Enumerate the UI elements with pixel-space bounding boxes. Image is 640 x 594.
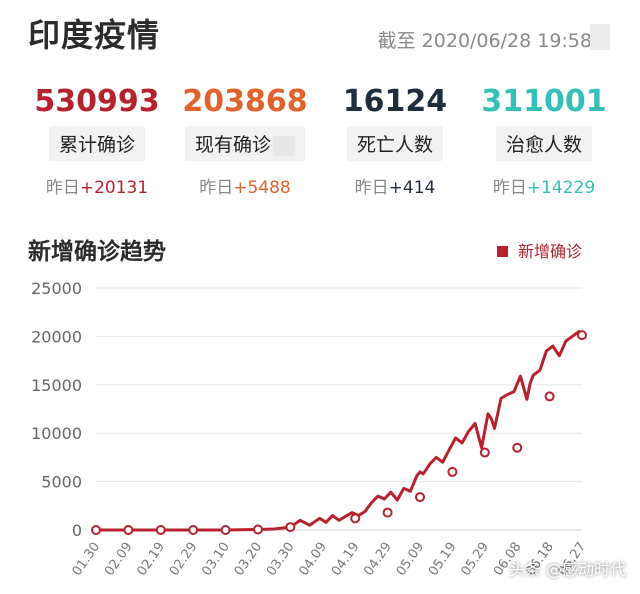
data-point[interactable] — [382, 507, 393, 518]
x-tick-label: 02.09 — [102, 540, 136, 579]
stat-label: 累计确诊 — [48, 126, 145, 161]
data-point[interactable] — [544, 391, 555, 402]
stat-deaths[interactable]: 16124 死亡人数 昨日+414 — [315, 82, 475, 198]
data-point[interactable] — [155, 525, 166, 535]
stat-delta: 昨日+5488 — [199, 178, 291, 198]
data-point[interactable] — [350, 513, 361, 524]
label-redaction — [273, 135, 295, 156]
watermark: 头条 @感动时代 — [508, 560, 626, 579]
x-tick-label: 04.19 — [329, 540, 363, 579]
data-point[interactable] — [415, 492, 425, 503]
stat-value: 311001 — [481, 84, 607, 119]
y-tick-label: 5000 — [41, 473, 82, 492]
stat-value: 16124 — [342, 84, 448, 119]
data-point[interactable] — [253, 524, 263, 535]
chart-legend[interactable]: 新增确诊 — [496, 238, 582, 262]
stat-recovered[interactable]: 311001 治愈人数 昨日+14229 — [464, 82, 624, 198]
y-tick-label: 25000 — [31, 279, 82, 298]
data-point[interactable] — [479, 447, 490, 458]
legend-label: 新增确诊 — [517, 242, 582, 261]
data-point[interactable] — [91, 525, 101, 535]
page-title: 印度疫情 — [28, 16, 161, 54]
stat-current-confirmed[interactable]: 203868 现有确诊 昨日+5488 — [165, 82, 325, 198]
x-tick-label: 03.30 — [264, 540, 298, 579]
data-point[interactable] — [188, 525, 199, 535]
y-tick-label: 20000 — [31, 327, 82, 346]
x-tick-label: 02.19 — [134, 540, 168, 579]
x-tick-label: 01.30 — [70, 540, 104, 579]
stat-delta: 昨日+14229 — [492, 178, 596, 198]
y-tick-label: 10000 — [31, 424, 82, 443]
y-tick-label: 0 — [72, 521, 82, 540]
stat-value: 203868 — [182, 84, 308, 119]
stats-panel: 530993 累计确诊 昨日+20131 203868 现有确诊 昨日+5488… — [0, 82, 640, 202]
x-tick-label: 05.09 — [394, 540, 428, 579]
stat-total-confirmed[interactable]: 530993 累计确诊 昨日+20131 — [17, 82, 177, 198]
data-point[interactable] — [577, 330, 587, 341]
legend-swatch — [496, 246, 508, 257]
x-tick-label: 02.29 — [167, 540, 201, 579]
stat-label: 治愈人数 — [495, 126, 592, 161]
stat-label: 死亡人数 — [346, 126, 443, 161]
stat-value: 530993 — [34, 84, 160, 119]
data-point[interactable] — [285, 522, 296, 533]
data-point[interactable] — [123, 525, 134, 535]
new-cases-line-chart: 0 5000 10000 15000 20000 25000 01.3002.0902.1… — [31, 279, 589, 579]
timestamp-redaction — [590, 24, 610, 50]
x-tick-label: 05.29 — [458, 540, 492, 579]
update-timestamp: 截至 2020/06/28 19:58 — [377, 30, 592, 52]
x-tick-label: 03.20 — [232, 540, 266, 579]
stat-delta: 昨日+414 — [354, 178, 436, 198]
chart-title: 新增确诊趋势 — [28, 239, 166, 265]
x-tick-label: 04.29 — [361, 540, 395, 579]
series-line-new-cases — [96, 330, 584, 532]
stat-delta: 昨日+20131 — [45, 178, 149, 198]
x-tick-label: 04.09 — [296, 540, 330, 579]
y-tick-label: 15000 — [31, 376, 82, 395]
data-point[interactable] — [512, 442, 523, 453]
x-tick-label: 05.19 — [426, 540, 460, 579]
x-tick-label: 03.10 — [199, 540, 233, 579]
stat-label: 现有确诊 — [184, 126, 305, 161]
data-point[interactable] — [447, 466, 458, 477]
data-point[interactable] — [220, 525, 231, 535]
